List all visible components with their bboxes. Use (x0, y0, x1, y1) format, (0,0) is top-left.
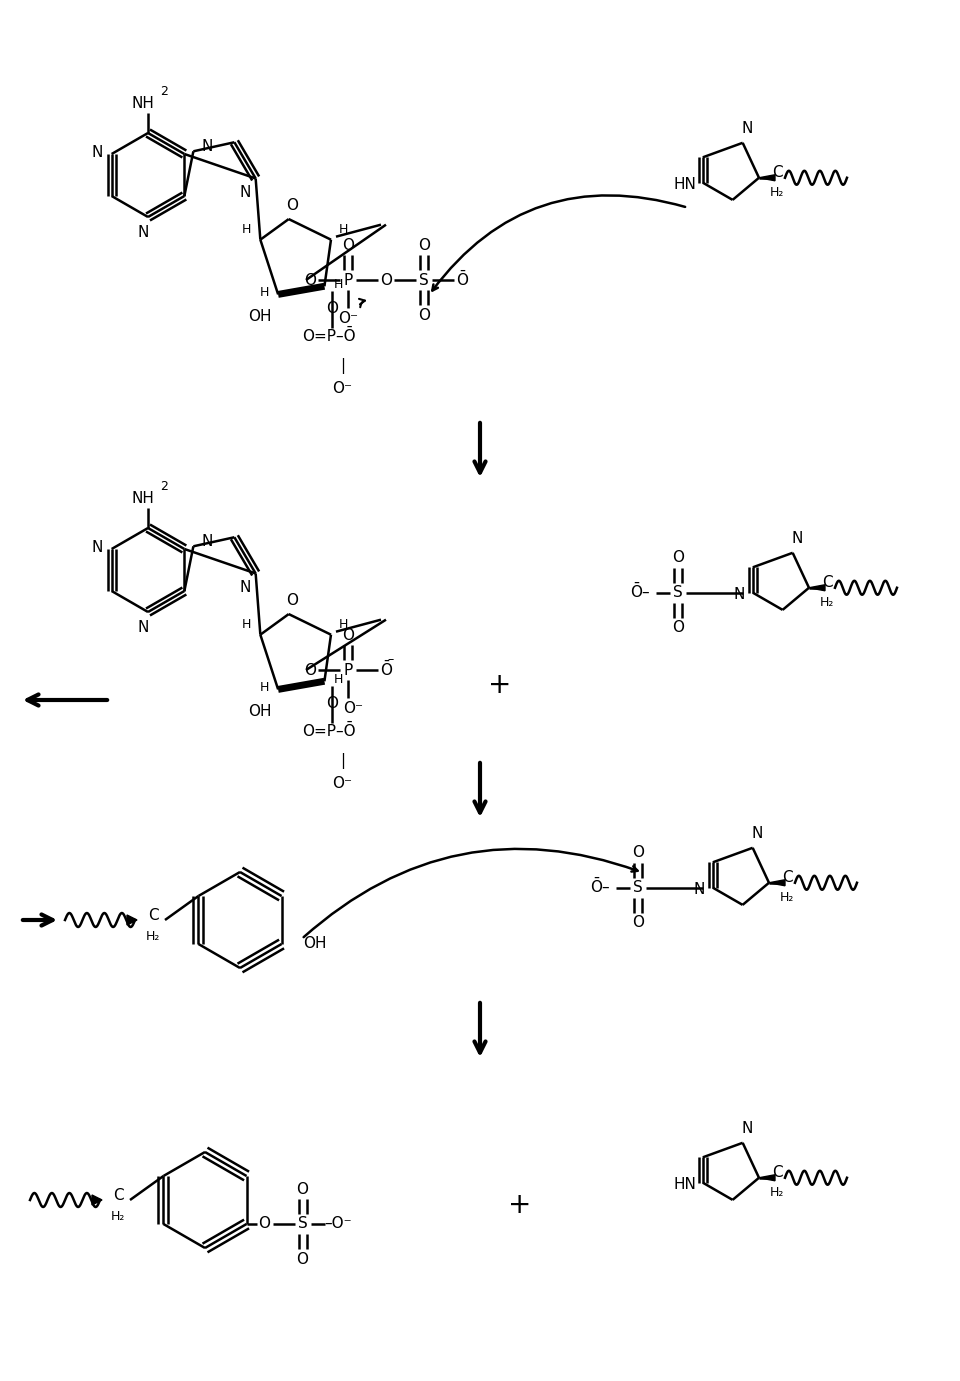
Text: O: O (342, 238, 354, 253)
Text: O⁻: O⁻ (332, 381, 352, 396)
Text: H: H (334, 673, 343, 686)
Text: H₂: H₂ (770, 186, 784, 199)
Text: H₂: H₂ (770, 1186, 784, 1199)
Text: H: H (259, 286, 269, 298)
Text: HN: HN (673, 1177, 696, 1192)
Text: H₂: H₂ (780, 891, 794, 905)
Text: N: N (693, 882, 705, 898)
Text: C: C (148, 907, 158, 923)
Text: –: – (388, 653, 395, 667)
Text: N: N (137, 225, 149, 239)
Text: HN: HN (673, 177, 696, 192)
Text: +: + (508, 1190, 532, 1219)
Text: C: C (772, 166, 782, 181)
Text: |: | (340, 358, 345, 374)
Polygon shape (759, 175, 775, 181)
Text: H: H (334, 278, 343, 291)
Text: H: H (242, 224, 251, 236)
Text: O: O (632, 916, 644, 931)
Text: O=P–Ō: O=P–Ō (302, 329, 356, 344)
Text: H₂: H₂ (146, 929, 160, 942)
Text: Ō–: Ō– (630, 586, 650, 601)
Polygon shape (759, 1175, 775, 1181)
Text: O: O (418, 238, 430, 253)
Text: N: N (240, 580, 252, 595)
Text: S: S (298, 1217, 307, 1232)
Text: C: C (112, 1188, 123, 1203)
Text: NH: NH (132, 490, 155, 505)
Text: N: N (202, 139, 213, 153)
Text: OH: OH (249, 309, 272, 325)
Text: Ō: Ō (456, 272, 468, 287)
Text: OH: OH (249, 704, 272, 720)
Text: O: O (297, 1182, 308, 1196)
Text: O: O (326, 696, 339, 711)
Text: H: H (259, 681, 269, 693)
Text: P: P (344, 663, 352, 678)
Text: H₂: H₂ (820, 597, 834, 609)
Text: O: O (297, 1251, 308, 1266)
Text: N: N (202, 534, 213, 548)
Text: H: H (338, 619, 348, 631)
Polygon shape (809, 584, 825, 591)
Text: 2: 2 (160, 84, 168, 98)
Text: O⁻: O⁻ (338, 311, 358, 326)
Text: N: N (733, 587, 745, 602)
Text: N: N (752, 826, 763, 841)
Text: O: O (286, 592, 298, 608)
Text: 2: 2 (160, 479, 168, 493)
Text: Ō: Ō (380, 663, 392, 678)
Text: H₂: H₂ (110, 1210, 125, 1222)
Text: O: O (258, 1217, 271, 1232)
Text: P: P (344, 272, 352, 287)
Text: O: O (380, 272, 392, 287)
Text: O: O (304, 663, 316, 678)
Text: O: O (418, 308, 430, 323)
Text: S: S (633, 880, 642, 895)
Text: –O⁻: –O⁻ (324, 1217, 351, 1232)
Text: N: N (240, 185, 252, 200)
Text: S: S (420, 272, 429, 287)
Text: H: H (242, 619, 251, 631)
Text: |: | (340, 753, 345, 769)
Text: O=P–Ō: O=P–Ō (302, 724, 356, 739)
Text: NH: NH (132, 95, 155, 110)
Text: O: O (342, 627, 354, 642)
Text: S: S (673, 586, 683, 601)
Text: C: C (772, 1166, 782, 1181)
Text: O⁻: O⁻ (332, 776, 352, 791)
Text: +: + (489, 671, 512, 699)
Text: N: N (137, 620, 149, 634)
Text: O⁻: O⁻ (343, 700, 363, 715)
Text: N: N (742, 1121, 754, 1137)
Text: N: N (742, 122, 754, 137)
Polygon shape (127, 916, 137, 925)
Text: O: O (632, 845, 644, 860)
Text: N: N (792, 532, 804, 547)
Text: O: O (672, 620, 684, 635)
Text: N: N (92, 540, 104, 555)
Text: C: C (822, 576, 832, 590)
Text: O: O (304, 272, 316, 287)
Text: O: O (326, 301, 339, 316)
Polygon shape (92, 1195, 102, 1206)
Text: O: O (672, 550, 684, 565)
Text: C: C (781, 870, 792, 885)
Text: OH: OH (303, 936, 327, 952)
Text: H: H (338, 224, 348, 236)
Text: Ō–: Ō– (590, 880, 610, 895)
Text: N: N (92, 145, 104, 159)
Text: O: O (286, 197, 298, 213)
Polygon shape (769, 880, 785, 885)
